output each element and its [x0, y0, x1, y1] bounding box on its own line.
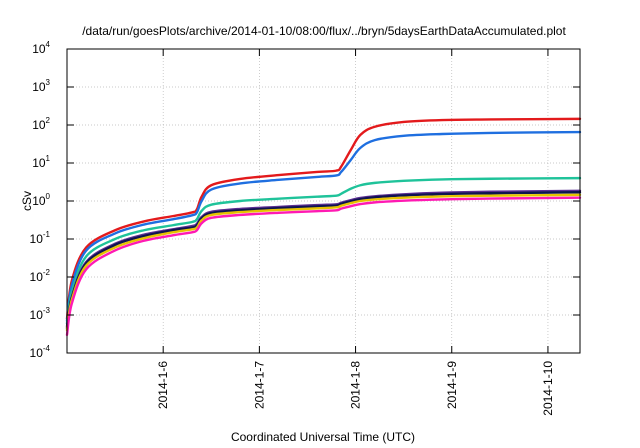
- y-tick-label: 10-1: [30, 230, 51, 246]
- series-line-3: [65, 176, 582, 325]
- y-tick-label: 104: [32, 40, 50, 56]
- x-axis: 2014-1-6 2014-1-7 2014-1-8 2014-1-9 2014-1-1…: [156, 49, 555, 416]
- series-line-5: [65, 191, 582, 330]
- series-line-7: [65, 196, 582, 337]
- series-line-2: [65, 130, 582, 323]
- x-axis-label: Coordinated Universal Time (UTC): [231, 430, 415, 444]
- x-tick-label: 2014-1-6: [156, 361, 170, 409]
- grid: [67, 49, 580, 353]
- y-tick-label: 10-3: [30, 306, 51, 322]
- y-axis: 10-4 10-3 10-2 10-1 100 101 102 103 104: [30, 40, 580, 360]
- y-tick-label: 10-2: [30, 268, 51, 284]
- y-tick-label: 10-4: [30, 344, 51, 360]
- series-layer: [65, 117, 582, 337]
- y-tick-label: 102: [32, 116, 50, 132]
- y-tick-label: 100: [32, 192, 50, 208]
- x-tick-label: 2014-1-10: [541, 361, 555, 416]
- chart-title: /data/run/goesPlots/archive/2014-01-10/0…: [82, 24, 566, 38]
- y-tick-label: 103: [32, 78, 50, 94]
- series-line-1: [65, 117, 582, 320]
- series-line-6: [65, 193, 582, 332]
- y-tick-label: 101: [32, 154, 50, 170]
- x-tick-label: 2014-1-8: [349, 361, 363, 409]
- x-tick-label: 2014-1-9: [445, 361, 459, 409]
- y-axis-label: cSv: [20, 191, 34, 211]
- plot-frame: [66, 48, 581, 354]
- x-tick-label: 2014-1-7: [252, 361, 266, 409]
